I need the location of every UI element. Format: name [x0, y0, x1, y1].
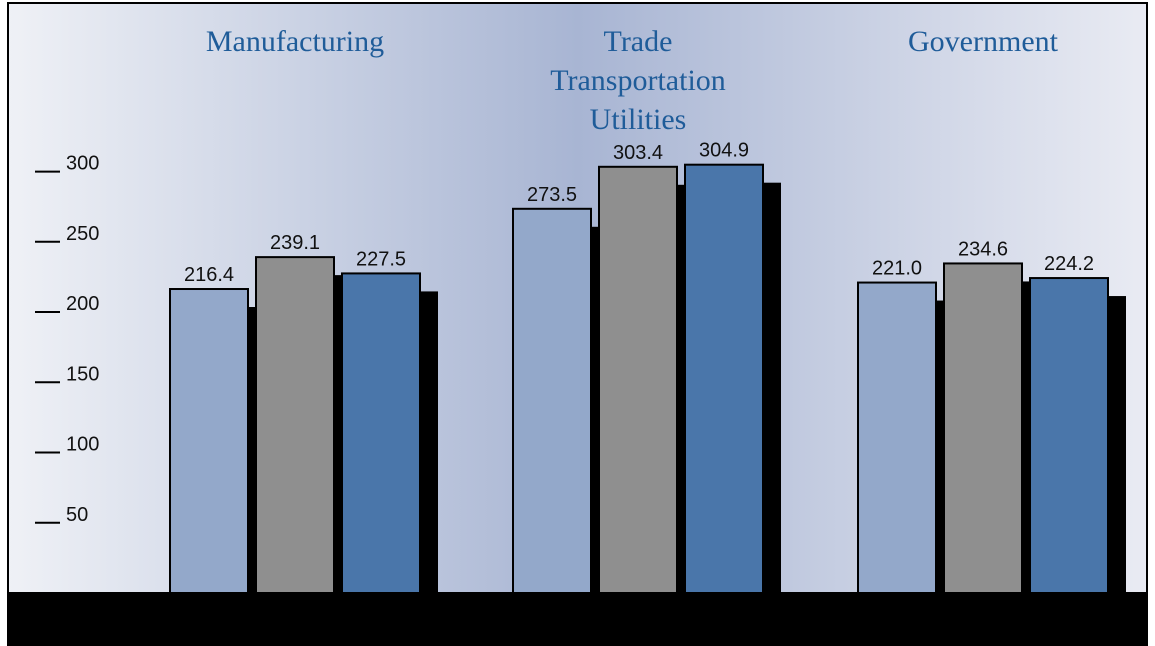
floor-band — [8, 592, 1147, 646]
bar — [255, 256, 335, 594]
value-label: 216.4 — [184, 264, 234, 286]
category-label: Manufacturing — [205, 25, 385, 58]
value-label: 303.4 — [613, 142, 663, 164]
bar — [857, 281, 937, 594]
y-tick-label: 50 — [66, 504, 88, 526]
y-tick-label: 200 — [66, 293, 99, 315]
value-label: 224.2 — [1044, 253, 1094, 275]
y-tick-label: 100 — [66, 434, 99, 456]
bar — [512, 207, 592, 595]
bar — [341, 272, 421, 594]
y-tick-label: 300 — [66, 153, 99, 175]
category-label: Government — [908, 25, 1058, 58]
value-label: 304.9 — [699, 140, 749, 162]
y-tick-label: 250 — [66, 223, 99, 245]
bar — [598, 165, 678, 595]
value-label: 239.1 — [270, 232, 320, 254]
bar — [169, 288, 249, 594]
value-label: 227.5 — [356, 248, 406, 270]
bar — [684, 163, 764, 594]
value-label: 234.6 — [958, 238, 1008, 260]
value-label: 273.5 — [527, 184, 577, 206]
value-label: 221.0 — [872, 258, 922, 280]
bar — [943, 262, 1023, 594]
category-label: Trade Transportation Utilities — [550, 25, 726, 136]
bar — [1029, 277, 1109, 594]
y-tick-label: 150 — [66, 363, 99, 385]
